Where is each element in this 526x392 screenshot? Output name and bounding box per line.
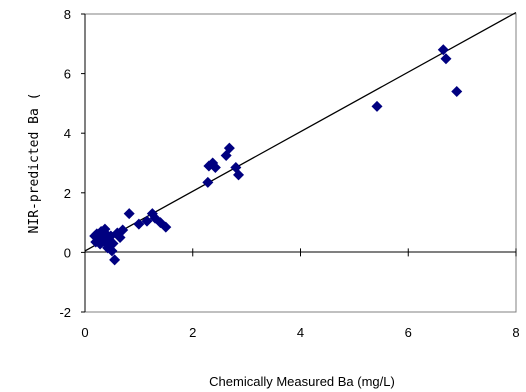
tick-labels: 0 2 4 6 8 -2 0 2 4 6 8 [59,7,519,340]
y-tick-label: 6 [64,67,71,82]
y-tick-label: 8 [64,7,71,22]
axis-ticks [81,13,517,313]
x-tick-label: 2 [189,325,196,340]
x-tick-label: 4 [297,325,304,340]
data-point [202,176,214,188]
y-tick-label: 4 [64,126,71,141]
data-point [233,169,245,181]
x-tick-label: 0 [81,325,88,340]
y-tick-label: 0 [64,245,71,260]
data-point [123,208,135,220]
data-point [109,254,121,266]
data-point [117,224,129,236]
data-point [437,44,449,56]
data-point [106,245,118,257]
y-axis-label: NIR-predicted Ba ( [27,93,42,234]
data-point [160,221,172,233]
x-tick-label: 8 [512,325,519,340]
data-point [371,100,383,112]
y-tick-label: 2 [64,186,71,201]
data-point [141,215,153,227]
data-point [107,237,119,249]
x-tick-label: 6 [405,325,412,340]
data-point [440,53,452,65]
data-point [451,85,463,97]
data-point [133,218,145,230]
y-tick-label: -2 [59,305,71,320]
data-points [89,44,463,266]
data-point [209,161,221,173]
data-point [223,142,235,154]
x-axis-label: Chemically Measured Ba (mg/L) [209,374,395,389]
